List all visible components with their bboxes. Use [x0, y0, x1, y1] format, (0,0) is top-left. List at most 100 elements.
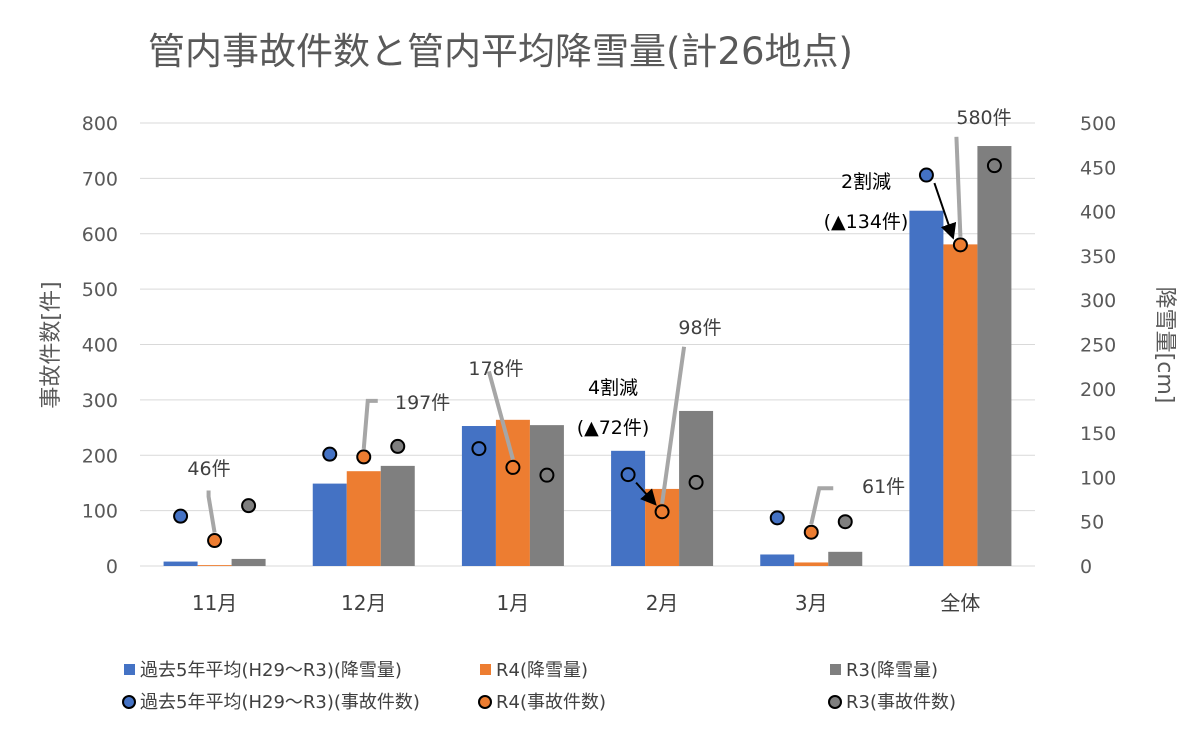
y-tick-label-left: 0 [106, 556, 118, 578]
callout-leader [486, 370, 515, 460]
y-tick-label-left: 100 [82, 501, 118, 523]
x-tick-label: 3月 [795, 591, 828, 615]
bar [529, 425, 564, 566]
data-point [918, 167, 934, 183]
data-point [803, 524, 819, 540]
y-tick-label-right: 500 [1080, 113, 1116, 135]
legend-label: R4(事故件数) [496, 692, 606, 713]
bar [794, 562, 829, 566]
y-tick-label-right: 150 [1080, 423, 1116, 445]
data-point [356, 449, 372, 465]
legend-swatch-point [828, 695, 842, 709]
point-layer [173, 158, 1002, 549]
bar [163, 561, 198, 566]
data-point [769, 510, 785, 526]
callout-label: 197件 [395, 392, 450, 414]
y-tick-label-left: 500 [82, 279, 118, 301]
legend-label: 過去5年平均(H29～R3)(事故件数) [140, 692, 420, 713]
bar [828, 551, 863, 566]
legend-swatch-point [122, 695, 136, 709]
y-axis-title-right: 降雪量[cm] [1152, 287, 1177, 404]
legend-swatch-bar [480, 664, 491, 675]
callout-label: 46件 [187, 458, 230, 480]
x-tick-label: 11月 [192, 591, 237, 615]
data-point [654, 504, 670, 520]
y-tick-label-right: 350 [1080, 246, 1116, 268]
reduction-arrow [933, 182, 957, 240]
data-point [952, 237, 968, 253]
bar [346, 471, 381, 566]
y-tick-label-right: 100 [1080, 467, 1116, 489]
y-tick-label-right: 200 [1080, 379, 1116, 401]
bar [977, 146, 1012, 566]
bar [380, 465, 415, 566]
data-point [539, 467, 555, 483]
y-tick-label-left: 300 [82, 390, 118, 412]
data-point [688, 474, 704, 490]
reduction-note-line2: (▲72件) [577, 417, 650, 439]
annotations: 46件 197件 178件 98件 61件 580件 4割減 (▲72件) 2割減 (▲134件) [187, 107, 1011, 498]
bar-layer [163, 146, 1012, 567]
y-tick-label-right: 250 [1080, 335, 1116, 357]
callout-leader [660, 346, 687, 505]
data-point [986, 158, 1002, 174]
callout-leaders [206, 136, 963, 533]
chart-title: 管内事故件数と管内平均降雪量(計26地点) [148, 30, 853, 73]
bar [943, 244, 978, 566]
y-tick-label-left: 700 [82, 168, 118, 190]
y-axis-title-left: 事故件数[件] [39, 281, 64, 408]
reduction-note-line1: 4割減 [588, 377, 638, 399]
gridlines [140, 122, 1035, 567]
y-tick-label-right: 50 [1080, 512, 1104, 534]
reduction-note-line1: 2割減 [841, 171, 891, 193]
x-tick-label: 全体 [940, 591, 980, 615]
y-tick-label-left: 600 [82, 224, 118, 246]
y-tick-label-left: 400 [82, 335, 118, 357]
bar [197, 565, 232, 566]
legend: 過去5年平均(H29～R3)(降雪量) R4(降雪量) R3(降雪量) 過去5年平均(… [122, 660, 956, 713]
x-tick-label: 12月 [341, 591, 386, 615]
data-point [837, 514, 853, 530]
bar [312, 483, 347, 566]
data-point [173, 508, 189, 524]
callout-leader [361, 398, 378, 450]
bar [495, 419, 530, 566]
x-tick-label: 2月 [646, 591, 679, 615]
legend-swatch-bar [124, 664, 135, 675]
legend-label: 過去5年平均(H29～R3)(降雪量) [140, 660, 402, 681]
callout-label: 580件 [956, 107, 1011, 129]
y-tick-label-right: 0 [1080, 556, 1092, 578]
y-tick-label-right: 450 [1080, 157, 1116, 179]
reduction-note-line2: (▲134件) [824, 211, 909, 233]
bar [760, 554, 795, 566]
data-point [322, 446, 338, 462]
data-point [241, 498, 257, 514]
x-tick-label: 1月 [497, 591, 530, 615]
data-point [390, 438, 406, 454]
y-tick-label-right: 300 [1080, 290, 1116, 312]
legend-label: R4(降雪量) [496, 660, 588, 681]
bar [231, 558, 266, 566]
y-tick-label-left: 800 [82, 113, 118, 135]
bar [909, 210, 944, 567]
tick-labels: 0 100 200 300 400 500 600 700 800 0 50 100 150 200 250… [82, 113, 1117, 615]
y-tick-label-left: 200 [82, 445, 118, 467]
callout-label: 98件 [678, 317, 721, 339]
callout-leader [954, 136, 963, 237]
data-point [505, 459, 521, 475]
callout-label: 61件 [862, 476, 905, 498]
data-point [207, 533, 223, 549]
data-point [620, 467, 636, 483]
data-point [471, 441, 487, 457]
callout-leader [809, 486, 834, 525]
legend-label: R3(降雪量) [846, 660, 938, 681]
callout-leader [206, 490, 217, 533]
legend-label: R3(事故件数) [846, 692, 956, 713]
legend-swatch-point [478, 695, 492, 709]
legend-swatch-bar [830, 664, 841, 675]
callout-label: 178件 [468, 358, 523, 380]
reduction-arrow [635, 481, 657, 506]
y-tick-label-right: 400 [1080, 202, 1116, 224]
